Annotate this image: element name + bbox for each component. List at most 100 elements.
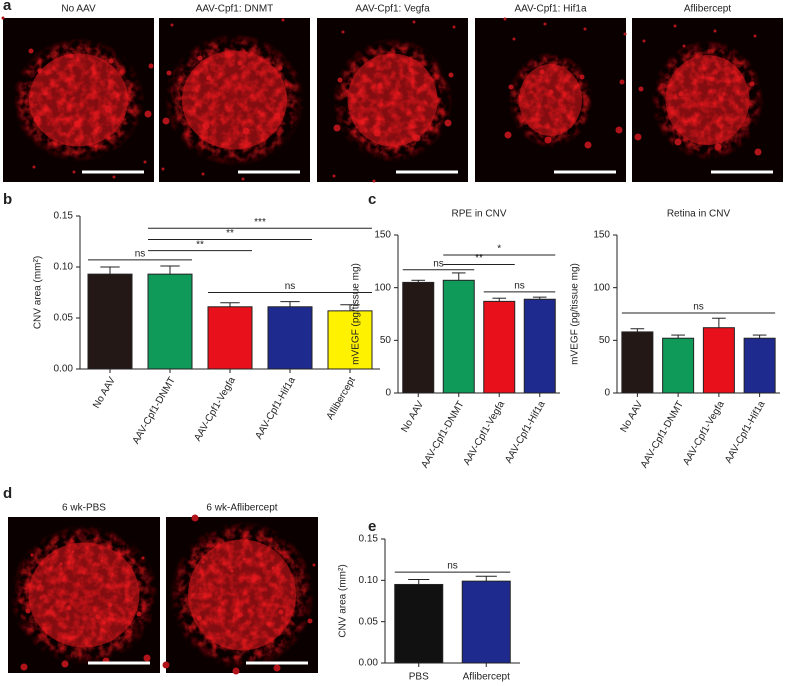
y-tick-label: 100	[374, 282, 391, 293]
speck	[583, 27, 587, 31]
bar	[702, 327, 735, 394]
speck	[448, 72, 454, 78]
speck	[273, 664, 281, 672]
speck	[753, 34, 757, 38]
speck	[28, 48, 34, 54]
y-tick-label: 100	[593, 282, 610, 293]
image-title: Aflibercept	[684, 4, 731, 15]
bar	[662, 337, 695, 394]
speck	[112, 175, 116, 179]
speck	[623, 32, 627, 36]
speck	[503, 17, 507, 21]
image-title: 6 wk-PBS	[62, 503, 106, 514]
speck	[452, 25, 456, 29]
speck	[619, 79, 625, 85]
bar	[147, 273, 193, 370]
significance-label: **	[226, 228, 234, 239]
y-axis-label: CNV area (mm²)	[338, 564, 349, 637]
speck	[32, 165, 36, 169]
significance-label: ns	[447, 561, 458, 572]
y-tick-label: 0.05	[359, 616, 379, 627]
y-tick-label: 150	[593, 230, 610, 241]
speck	[312, 563, 316, 567]
micrograph	[475, 17, 627, 182]
micrograph	[8, 517, 160, 673]
speck	[1, 16, 5, 20]
y-tick-label: 0.00	[54, 364, 74, 375]
speck	[372, 179, 376, 183]
speck	[148, 63, 154, 69]
lesion-core	[347, 53, 438, 147]
micrograph	[1, 16, 154, 182]
significance-label: ns	[693, 302, 704, 313]
y-tick-label: 0.05	[54, 313, 74, 324]
significance-label: **	[196, 239, 204, 250]
y-axis-label: mVEGF (pg/tissue mg)	[570, 263, 581, 365]
bar	[743, 337, 776, 394]
x-tick-label: AAV-Cpf1-DNMT	[419, 399, 466, 470]
x-tick-label: PBS	[409, 672, 429, 683]
image-title: No AAV	[61, 4, 96, 15]
y-axis-label: mVEGF (pg/tissue mg)	[351, 263, 362, 365]
speck	[512, 37, 516, 41]
x-tick-label: No AAV	[91, 375, 118, 410]
speck	[638, 86, 644, 92]
speck	[615, 126, 623, 134]
y-tick-label: 0.15	[359, 534, 379, 545]
speck	[754, 148, 762, 156]
speck	[72, 170, 76, 174]
image-title: AAV-Cpf1: Hif1a	[514, 4, 587, 15]
y-tick-label: 0.10	[54, 262, 74, 273]
x-tick-label: Aflibercept	[463, 672, 510, 683]
speck	[332, 174, 336, 178]
lesion-core	[665, 55, 750, 145]
micrograph	[632, 18, 783, 182]
x-tick-label: AAV-Cpf1-Vegfa	[462, 399, 508, 467]
speck	[642, 39, 646, 43]
speck	[504, 131, 512, 139]
x-tick-label: AAV-Cpf1-Hif1a	[503, 399, 548, 465]
bar	[461, 580, 511, 664]
lesion-core	[28, 542, 140, 648]
lesion-core	[188, 539, 296, 651]
bar	[87, 273, 133, 370]
panel-label: e	[368, 518, 376, 535]
micrograph	[159, 18, 310, 182]
lesion-core	[29, 53, 128, 147]
speck	[673, 24, 677, 28]
x-tick-label: AAV-Cpf1-Vegfa	[681, 399, 727, 467]
image-title: AAV-Cpf1: Vegfa	[355, 4, 430, 15]
x-tick-label: No AAV	[619, 399, 646, 434]
bar	[267, 306, 313, 370]
significance-label: ns	[514, 281, 525, 292]
y-tick-label: 0.10	[359, 575, 379, 586]
bar	[483, 300, 516, 394]
x-tick-label: AAV-Cpf1-DNMT	[131, 375, 178, 446]
speck	[144, 110, 152, 118]
y-axis-label: CNV area (mm²)	[33, 256, 44, 329]
y-tick-label: 0.00	[359, 658, 379, 669]
x-tick-label: No AAV	[399, 399, 426, 434]
panel-label: a	[3, 0, 12, 14]
significance-label: *	[497, 244, 501, 255]
micrograph	[317, 18, 468, 183]
speck	[341, 30, 345, 34]
speck	[412, 20, 416, 24]
speck	[162, 661, 170, 669]
bar	[402, 281, 435, 394]
significance-label: ns	[135, 249, 146, 260]
x-tick-label: AAV-Cpf1-Vegfa	[192, 375, 238, 443]
speck	[584, 141, 592, 149]
y-tick-label: 0	[604, 388, 610, 399]
speck	[201, 172, 205, 176]
speck	[191, 514, 199, 522]
x-tick-label: AAV-Cpf1-Hif1a	[253, 375, 298, 441]
bar	[621, 331, 654, 394]
speck	[634, 133, 642, 141]
y-tick-label: 50	[380, 335, 392, 346]
lesion-core	[519, 64, 582, 136]
panel-label: d	[3, 485, 12, 502]
y-tick-label: 0	[385, 388, 391, 399]
significance-label: ns	[433, 258, 444, 269]
